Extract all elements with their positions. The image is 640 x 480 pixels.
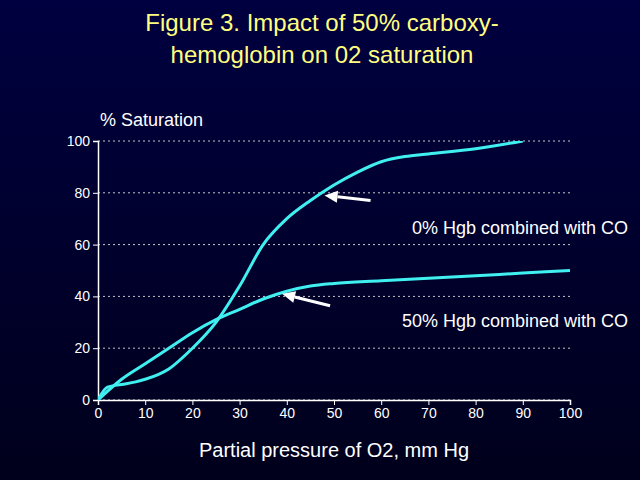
tick-label: 0: [95, 405, 103, 421]
tick: 0: [95, 400, 103, 421]
tick: 80: [468, 400, 484, 421]
x-axis: 0 10 20 30 40 50 60 70 80 90 100: [95, 400, 583, 421]
tick-mark: [93, 400, 98, 401]
tick-mark: [93, 245, 98, 246]
tick-mark: [93, 193, 98, 194]
annotation-arrow: [337, 197, 370, 201]
grid-line: [98, 141, 570, 142]
tick: 60: [374, 400, 390, 421]
annotation-arrowhead: [325, 191, 339, 203]
axis-line: [93, 142, 99, 401]
series-line: [98, 141, 523, 400]
tick-label: 20: [74, 340, 90, 356]
title: Figure 3. Impact of 50% carboxy-: [145, 9, 498, 36]
tick-label: 40: [74, 288, 90, 304]
tick: 90: [516, 400, 532, 421]
title: hemoglobin on 02 saturation: [171, 41, 474, 68]
annotation-arrow: [295, 297, 330, 306]
tick: 30: [232, 400, 248, 421]
grid-line: [98, 296, 570, 297]
tick: 0: [82, 392, 98, 408]
tick-label: 60: [74, 237, 90, 253]
annotation-arrowhead: [282, 291, 296, 303]
tick: 40: [280, 400, 296, 421]
tick-label: 20: [185, 405, 201, 421]
tick: 60: [74, 237, 98, 253]
tick: 100: [67, 133, 98, 149]
grid: [98, 141, 570, 400]
tick: 40: [74, 288, 98, 304]
x-axis-title: Partial pressure of O2, mm Hg: [199, 439, 469, 461]
tick-label: 70: [421, 405, 437, 421]
plot-area: [98, 141, 570, 400]
tick-label: 90: [516, 405, 532, 421]
tick-label: 40: [280, 405, 296, 421]
tick-mark: [93, 296, 98, 297]
tick-label: 50: [327, 405, 343, 421]
chart: Figure 3. Impact of 50% carboxy-hemoglob…: [0, 0, 640, 480]
tick-label: 30: [232, 405, 248, 421]
y-axis: 0 20 40 60 80 100: [67, 133, 99, 408]
annotation-text: 0% Hgb combined with CO: [412, 218, 628, 238]
tick: 50: [327, 400, 343, 421]
annotation-text: 50% Hgb combined with CO: [402, 311, 628, 331]
tick: 20: [185, 400, 201, 421]
tick-label: 0: [82, 392, 90, 408]
tick-label: 100: [67, 133, 91, 149]
grid-line: [98, 244, 570, 245]
tick: 10: [138, 400, 154, 421]
tick: 70: [421, 400, 437, 421]
tick: 80: [74, 185, 98, 201]
tick-label: 80: [468, 405, 484, 421]
annotations: 0% Hgb combined with CO 50% Hgb combined …: [282, 191, 628, 331]
tick: 100: [559, 400, 583, 421]
tick-mark: [93, 348, 98, 349]
tick-label: 60: [374, 405, 390, 421]
tick: 20: [74, 340, 98, 356]
series-line: [98, 271, 570, 401]
tick-label: 80: [74, 185, 90, 201]
y-axis-title: % Saturation: [100, 110, 203, 130]
background: [0, 0, 640, 480]
tick-mark: [93, 141, 98, 142]
tick-label: 10: [138, 405, 154, 421]
tick-label: 100: [559, 405, 583, 421]
